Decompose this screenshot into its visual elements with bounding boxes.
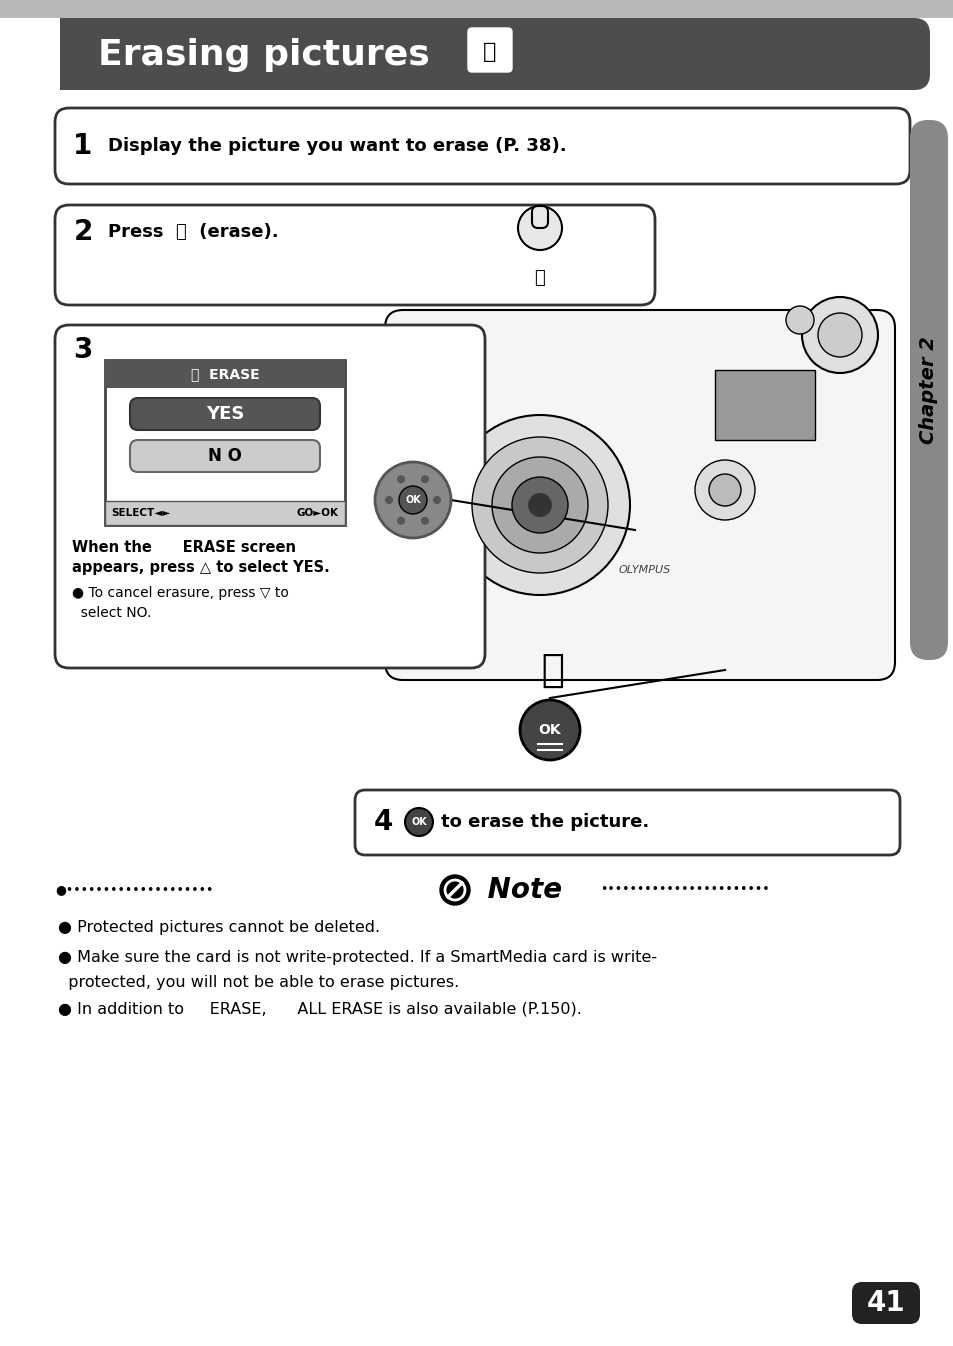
FancyBboxPatch shape: [532, 206, 547, 227]
Circle shape: [405, 808, 433, 836]
Text: ⓘ: ⓘ: [534, 269, 545, 287]
Circle shape: [472, 437, 607, 573]
Text: Chapter 2: Chapter 2: [919, 336, 938, 444]
Circle shape: [527, 493, 552, 517]
Text: ● Protected pictures cannot be deleted.: ● Protected pictures cannot be deleted.: [58, 921, 379, 935]
Text: Press  ⓘ  (erase).: Press ⓘ (erase).: [108, 223, 278, 241]
Bar: [105, 359, 345, 525]
Text: ● Make sure the card is not write-protected. If a SmartMedia card is write-: ● Make sure the card is not write-protec…: [58, 950, 657, 965]
Bar: [0, 0, 953, 17]
FancyBboxPatch shape: [468, 28, 512, 71]
Text: SELECT◄►: SELECT◄►: [111, 507, 170, 518]
Text: protected, you will not be able to erase pictures.: protected, you will not be able to erase…: [58, 975, 458, 991]
Text: •••••••••••••••••••••••: •••••••••••••••••••••••: [599, 883, 769, 896]
Text: ●••••••••••••••••••••: ●••••••••••••••••••••: [55, 883, 213, 896]
Text: 2: 2: [73, 218, 92, 246]
Text: to erase the picture.: to erase the picture.: [440, 813, 649, 830]
FancyBboxPatch shape: [130, 440, 319, 472]
Text: When the      ERASE screen: When the ERASE screen: [71, 540, 295, 555]
Text: appears, press △ to select YES.: appears, press △ to select YES.: [71, 560, 330, 575]
Text: 4: 4: [373, 808, 393, 836]
Text: ● To cancel erasure, press ▽ to: ● To cancel erasure, press ▽ to: [71, 586, 289, 600]
Circle shape: [439, 875, 470, 905]
FancyBboxPatch shape: [851, 1281, 919, 1324]
Circle shape: [708, 474, 740, 506]
Text: Display the picture you want to erase (P. 38).: Display the picture you want to erase (P…: [108, 137, 566, 155]
Circle shape: [817, 314, 862, 357]
Circle shape: [512, 476, 567, 533]
Circle shape: [420, 475, 429, 483]
FancyBboxPatch shape: [60, 17, 929, 90]
Circle shape: [420, 517, 429, 525]
Circle shape: [385, 495, 393, 503]
Circle shape: [396, 475, 405, 483]
FancyBboxPatch shape: [130, 398, 319, 429]
Circle shape: [519, 700, 579, 760]
Circle shape: [492, 458, 587, 553]
FancyBboxPatch shape: [385, 310, 894, 680]
Circle shape: [396, 517, 405, 525]
Text: OK: OK: [411, 817, 426, 826]
Text: ⓘ  ERASE: ⓘ ERASE: [191, 367, 259, 381]
Text: OK: OK: [405, 495, 420, 505]
Text: ● In addition to     ERASE,      ALL ERASE is also available (P.150).: ● In addition to ERASE, ALL ERASE is als…: [58, 1001, 581, 1018]
Bar: [105, 359, 345, 388]
Text: ✋: ✋: [537, 651, 561, 689]
Text: YES: YES: [206, 405, 244, 423]
Circle shape: [785, 306, 813, 334]
Text: OLYMPUS: OLYMPUS: [618, 565, 670, 575]
Bar: [105, 501, 345, 525]
Text: ⓘ: ⓘ: [483, 42, 497, 62]
Text: OK: OK: [538, 723, 560, 738]
Bar: [714, 370, 814, 440]
Circle shape: [444, 880, 464, 900]
FancyBboxPatch shape: [55, 324, 484, 668]
Circle shape: [801, 297, 877, 373]
Circle shape: [450, 415, 629, 595]
Text: 41: 41: [865, 1289, 904, 1316]
Text: N O: N O: [208, 447, 242, 464]
Text: select NO.: select NO.: [71, 606, 152, 621]
FancyBboxPatch shape: [55, 108, 909, 184]
Text: Note: Note: [477, 876, 571, 905]
Bar: [60, 17, 859, 90]
Text: 1: 1: [73, 132, 92, 160]
FancyBboxPatch shape: [355, 790, 899, 855]
Text: 3: 3: [73, 336, 92, 363]
FancyBboxPatch shape: [909, 120, 947, 660]
Circle shape: [517, 206, 561, 250]
FancyBboxPatch shape: [55, 205, 655, 306]
Text: GO►OK: GO►OK: [296, 507, 338, 518]
Circle shape: [433, 495, 440, 503]
Text: Erasing pictures: Erasing pictures: [98, 38, 429, 71]
Circle shape: [398, 486, 427, 514]
Circle shape: [375, 462, 451, 538]
Circle shape: [695, 460, 754, 520]
